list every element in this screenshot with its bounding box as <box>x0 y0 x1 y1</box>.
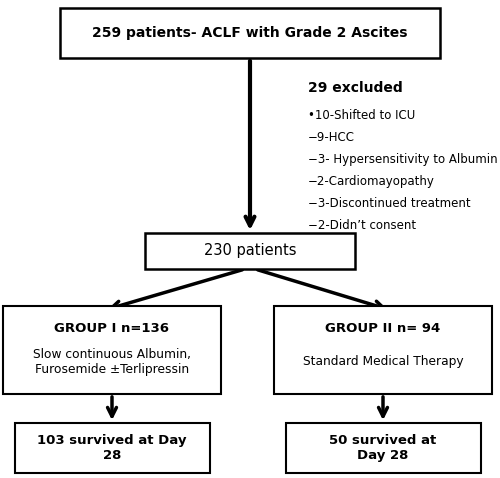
FancyBboxPatch shape <box>14 423 209 473</box>
Text: 29 excluded: 29 excluded <box>308 81 403 95</box>
Text: −9-HCC: −9-HCC <box>308 130 355 143</box>
Text: 50 survived at
Day 28: 50 survived at Day 28 <box>330 434 436 462</box>
FancyBboxPatch shape <box>3 306 221 394</box>
FancyBboxPatch shape <box>60 8 440 58</box>
Text: Slow continuous Albumin,
Furosemide ±Terlipressin: Slow continuous Albumin, Furosemide ±Ter… <box>33 348 191 376</box>
Text: −3- Hypersensitivity to Albumin: −3- Hypersensitivity to Albumin <box>308 152 498 165</box>
Text: −3-Discontinued treatment: −3-Discontinued treatment <box>308 196 470 209</box>
Text: •10-Shifted to ICU: •10-Shifted to ICU <box>308 109 415 121</box>
FancyBboxPatch shape <box>145 233 355 269</box>
FancyBboxPatch shape <box>274 306 492 394</box>
Text: 103 survived at Day
28: 103 survived at Day 28 <box>37 434 187 462</box>
Text: 230 patients: 230 patients <box>204 243 296 259</box>
Text: Standard Medical Therapy: Standard Medical Therapy <box>302 356 464 369</box>
Text: GROUP I n=136: GROUP I n=136 <box>54 322 170 335</box>
Text: −2-Cardiomayopathy: −2-Cardiomayopathy <box>308 174 435 187</box>
Text: −2-Didn’t consent: −2-Didn’t consent <box>308 218 416 231</box>
FancyBboxPatch shape <box>286 423 480 473</box>
Text: GROUP II n= 94: GROUP II n= 94 <box>326 322 440 335</box>
Text: 259 patients- ACLF with Grade 2 Ascites: 259 patients- ACLF with Grade 2 Ascites <box>92 26 408 40</box>
